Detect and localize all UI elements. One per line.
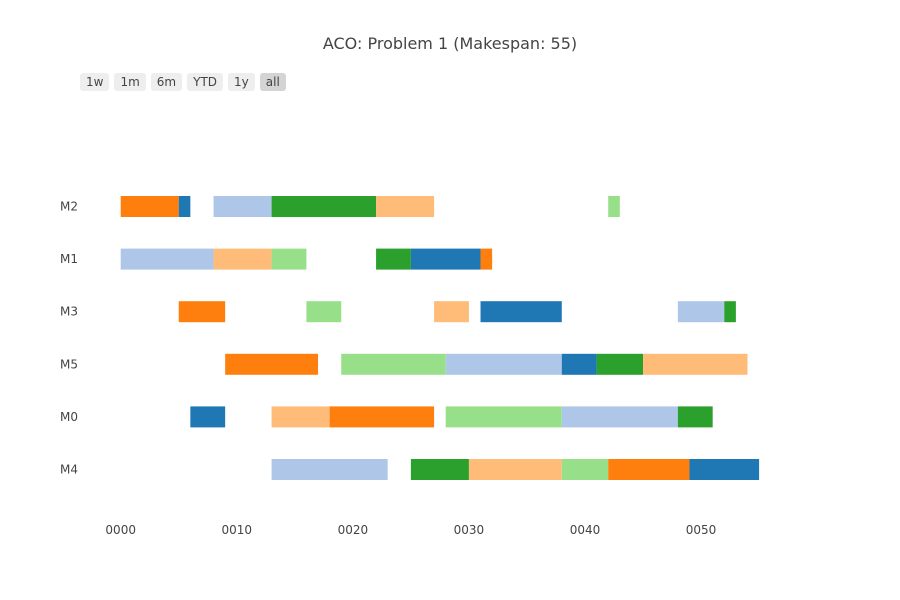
gantt-bar[interactable]	[561, 353, 597, 375]
gantt-bars	[120, 196, 760, 480]
gantt-bar[interactable]	[306, 301, 342, 323]
range-button-1y[interactable]: 1y	[228, 73, 255, 91]
range-button-ytd[interactable]: YTD	[187, 73, 224, 91]
gantt-bar[interactable]	[213, 196, 272, 217]
range-selector: 1w 1m 6m YTD 1y all	[80, 73, 286, 91]
gantt-bar[interactable]	[178, 196, 191, 217]
range-button-all[interactable]: all	[259, 73, 286, 91]
x-axis-labels: 0000 0010 0020 0030 0040 0050	[105, 523, 716, 537]
gantt-bar[interactable]	[225, 353, 319, 375]
gantt-bar[interactable]	[596, 353, 644, 375]
x-tick-label: 0020	[338, 523, 369, 537]
y-tick-label: M4	[60, 463, 78, 477]
gantt-bar[interactable]	[561, 406, 678, 428]
gantt-bar[interactable]	[677, 406, 713, 428]
gantt-bar[interactable]	[410, 248, 481, 270]
gantt-bar[interactable]	[445, 406, 562, 428]
y-tick-label: M1	[60, 252, 78, 266]
gantt-bar[interactable]	[434, 301, 469, 323]
x-tick-label: 0040	[570, 523, 601, 537]
gantt-bar[interactable]	[608, 459, 690, 480]
y-axis-labels: M2 M1 M3 M5 M0 M4	[60, 200, 78, 477]
gantt-bar[interactable]	[410, 459, 469, 480]
gantt-bar[interactable]	[271, 248, 307, 270]
gantt-bar[interactable]	[468, 459, 562, 480]
gantt-bar[interactable]	[643, 353, 748, 375]
gantt-bar[interactable]	[480, 301, 562, 323]
gantt-bar[interactable]	[608, 196, 620, 217]
gantt-bar[interactable]	[329, 406, 435, 428]
gantt-bar[interactable]	[120, 196, 179, 217]
gantt-bar[interactable]	[376, 248, 411, 270]
x-tick-label: 0030	[454, 523, 485, 537]
range-button-1m[interactable]: 1m	[114, 73, 146, 91]
range-button-6m[interactable]: 6m	[150, 73, 183, 91]
x-tick-label: 0050	[686, 523, 717, 537]
gantt-bar[interactable]	[341, 353, 446, 375]
gantt-bar[interactable]	[271, 196, 377, 217]
x-tick-label: 0010	[221, 523, 252, 537]
gantt-bar[interactable]	[271, 406, 330, 428]
gantt-bar[interactable]	[376, 196, 435, 217]
gantt-bar[interactable]	[445, 353, 562, 375]
gantt-bar[interactable]	[213, 248, 272, 270]
y-tick-label: M0	[60, 410, 78, 424]
gantt-bar[interactable]	[120, 248, 214, 270]
gantt-bar[interactable]	[689, 459, 760, 480]
gantt-bar[interactable]	[724, 301, 736, 323]
gantt-bar[interactable]	[271, 459, 388, 480]
y-tick-label: M2	[60, 200, 78, 214]
chart-title: ACO: Problem 1 (Makespan: 55)	[322, 34, 578, 53]
gantt-bar[interactable]	[480, 248, 493, 270]
gantt-bar[interactable]	[561, 459, 609, 480]
gantt-bar[interactable]	[190, 406, 226, 428]
y-tick-label: M3	[60, 305, 78, 319]
gantt-bar[interactable]	[178, 301, 226, 323]
range-button-1w[interactable]: 1w	[80, 73, 110, 91]
y-tick-label: M5	[60, 357, 78, 371]
gantt-bar[interactable]	[677, 301, 725, 323]
x-tick-label: 0000	[105, 523, 136, 537]
